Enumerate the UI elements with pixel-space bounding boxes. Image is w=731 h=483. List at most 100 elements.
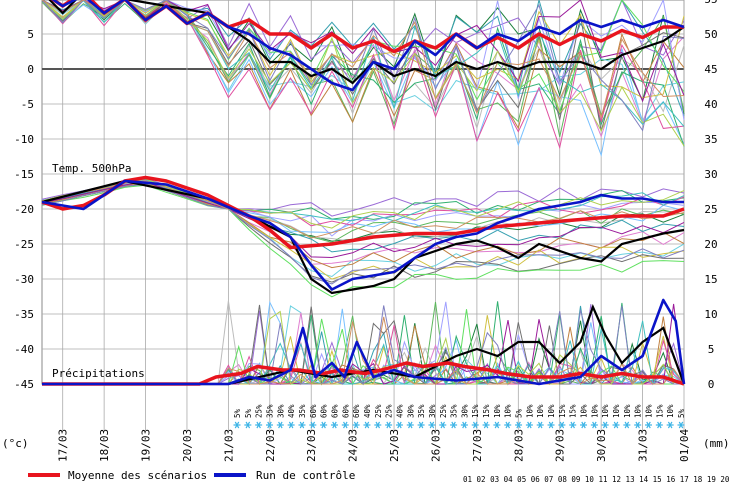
y-right-tick-label: 20 (704, 238, 717, 251)
snowflake-icon (298, 421, 306, 429)
ensemble-member-line (41, 182, 685, 280)
snowflake-stroke (635, 421, 640, 429)
snowflake-stroke (440, 421, 446, 429)
snowflake-icon (395, 421, 403, 429)
y-left-unit: (°c) (2, 437, 29, 450)
snow-probability-label: 35% (417, 404, 426, 418)
snowflake-icon (244, 421, 252, 429)
snowflake-icon (265, 421, 273, 429)
snowflake-icon (482, 421, 490, 429)
y-left-tick-label: 5 (27, 28, 34, 41)
y-right-tick-label: 15 (704, 273, 717, 286)
snow-probability-label: 60% (309, 404, 318, 418)
snowflake-icon (612, 421, 620, 429)
snow-probability-label: 10% (493, 404, 502, 418)
x-date-label: 24/03 (347, 429, 360, 462)
snowflake-icon (341, 421, 349, 429)
snow-probability-label: 10% (580, 404, 589, 418)
snowflake-stroke (667, 421, 673, 429)
y-left-tick-label: -5 (21, 98, 34, 111)
snow-probability-label: 10% (645, 404, 654, 418)
x-date-label: 21/03 (222, 429, 235, 462)
x-date-label: 28/03 (512, 429, 525, 462)
snowflake-icon (276, 421, 284, 429)
snowflake-stroke (386, 421, 391, 429)
ensemble-member-line (41, 0, 685, 132)
x-date-label: 29/03 (554, 429, 567, 462)
snow-probability-label: 15% (569, 404, 578, 418)
snow-probability-label: 10% (601, 404, 610, 418)
snowflake-stroke (375, 421, 381, 429)
y-right-tick-label: 25 (704, 203, 717, 216)
snow-probability-label: 30% (460, 404, 469, 418)
snow-probability-label: 10% (525, 404, 534, 418)
snowflake-icon (287, 421, 295, 429)
snowflake-stroke (678, 421, 684, 429)
y-left-tick-label: -35 (14, 308, 34, 321)
snow-probability-label: 25% (255, 404, 264, 418)
snow-probability-label: 10% (547, 404, 556, 418)
y-left-tick-label: -40 (14, 343, 34, 356)
series-line-control-temp850 (51, 0, 685, 92)
snowflake-stroke (418, 421, 424, 429)
x-date-label: 23/03 (305, 429, 318, 462)
snowflake-stroke (364, 421, 370, 429)
snow-probability-label: 35% (298, 404, 307, 418)
y-right-tick-label: 5 (708, 343, 715, 356)
snowflake-stroke (299, 421, 305, 429)
x-date-label: 18/03 (98, 429, 111, 462)
snow-probability-strip: 5% 5% 25% 35% 30% 40% 35% 60% 60% 60% 60% 60% 40% 25%… (233, 404, 686, 429)
snowflake-icon (655, 421, 663, 429)
snowflake-icon (645, 421, 653, 429)
snowflake-icon (428, 421, 436, 429)
snowflake-icon (406, 421, 414, 429)
snowflake-stroke (505, 421, 511, 429)
snowflake-icon (601, 421, 609, 429)
snowflake-icon (471, 421, 479, 429)
x-date-label: 30/03 (595, 429, 608, 462)
snowflake-icon (634, 421, 642, 429)
ensemble-member-line (41, 178, 685, 229)
snow-probability-label: 30% (406, 404, 415, 418)
y-right-tick-label: 55 (704, 0, 717, 6)
x-date-label: 22/03 (264, 429, 277, 462)
snowflake-stroke (527, 421, 532, 429)
snowflake-stroke (516, 421, 521, 429)
snowflake-stroke (234, 421, 240, 429)
snow-probability-label: 10% (504, 404, 513, 418)
snowflake-stroke (343, 421, 348, 429)
ensemble-member-line (41, 0, 685, 112)
snow-probability-label: 5% (515, 408, 524, 418)
snow-probability-label: 10% (666, 404, 675, 418)
snowflake-stroke (657, 421, 662, 429)
x-date-label: 17/03 (57, 429, 70, 462)
temp500-label: Temp. 500hPa (52, 162, 131, 175)
snowflake-icon (547, 421, 555, 429)
y-left-tick-label: -15 (14, 168, 34, 181)
legend-label-control: Run de contrôle (256, 469, 355, 482)
snowflake-icon (233, 421, 241, 429)
snow-probability-label: 35% (265, 404, 274, 418)
snow-probability-label: 60% (320, 404, 329, 418)
snow-probability-label: 60% (330, 404, 339, 418)
snowflake-icon (493, 421, 501, 429)
snow-probability-label: 5% (244, 408, 253, 418)
snowflake-icon (504, 421, 512, 429)
snow-probability-label: 15% (558, 404, 567, 418)
snowflake-stroke (353, 421, 359, 429)
snow-probability-label: 40% (395, 404, 404, 418)
y-left-tick-label: 0 (27, 63, 34, 76)
snowflake-stroke (407, 421, 413, 429)
y-right-tick-label: 0 (708, 378, 715, 391)
snowflake-icon (590, 421, 598, 429)
snowflake-stroke (321, 421, 326, 429)
snowflake-stroke (624, 421, 630, 429)
snowflake-stroke (613, 421, 619, 429)
snowflake-icon (385, 421, 393, 429)
y-right-tick-label: 40 (704, 98, 717, 111)
highlighted-series (41, 0, 686, 386)
snow-probability-label: 30% (428, 404, 437, 418)
snow-probability-label: 60% (352, 404, 361, 418)
snowflake-stroke (537, 421, 543, 429)
